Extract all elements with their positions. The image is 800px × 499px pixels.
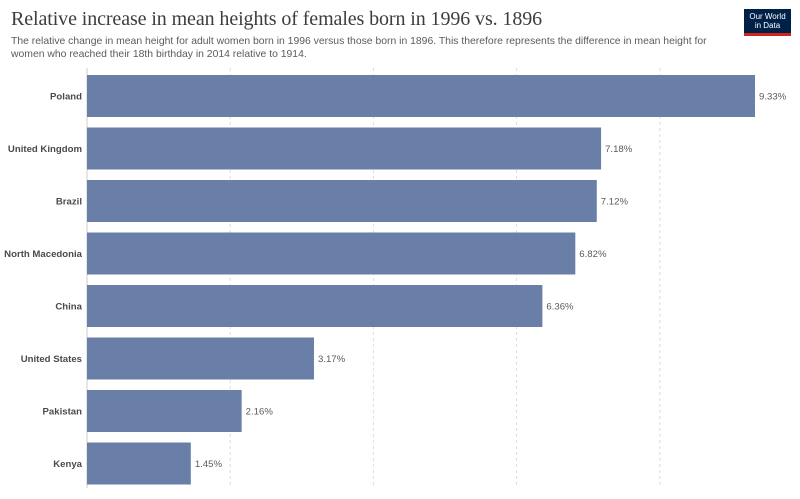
bar-united-states[interactable] — [87, 337, 314, 380]
owid-logo[interactable]: Our World in Data — [744, 9, 791, 36]
category-label: United States — [21, 354, 82, 365]
value-label: 2.16% — [246, 407, 274, 418]
value-label: 7.12% — [601, 197, 629, 208]
value-label: 7.18% — [605, 144, 633, 155]
labels: Poland 9.33% United Kingdom 7.18% Brazil 7.12… — [4, 92, 787, 471]
value-label: 1.45% — [195, 459, 223, 470]
bars — [87, 75, 756, 485]
chart-title: Relative increase in mean heights of fem… — [11, 8, 543, 30]
value-label: 9.33% — [759, 92, 787, 103]
bar-north-macedonia[interactable] — [87, 232, 576, 275]
bar-kenya[interactable] — [87, 442, 191, 485]
logo-accent-bar — [744, 33, 791, 36]
category-label: China — [55, 302, 82, 313]
bar-united-kingdom[interactable] — [87, 127, 602, 170]
value-label: 3.17% — [318, 354, 346, 365]
bar-china[interactable] — [87, 285, 543, 327]
value-label: 6.36% — [546, 302, 574, 313]
bar-pakistan[interactable] — [87, 390, 242, 432]
category-label: Brazil — [56, 197, 82, 208]
category-label: North Macedonia — [4, 249, 82, 260]
bar-poland[interactable] — [87, 75, 756, 117]
chart-subtitle: The relative change in mean height for a… — [11, 36, 707, 60]
category-label: United Kingdom — [8, 144, 82, 155]
logo-line-1: Our World — [749, 12, 786, 21]
logo-line-2: in Data — [754, 21, 781, 30]
category-label: Kenya — [53, 459, 82, 470]
bar-brazil[interactable] — [87, 180, 597, 222]
value-label: 6.82% — [579, 249, 607, 260]
category-label: Pakistan — [43, 407, 83, 418]
category-label: Poland — [50, 92, 82, 103]
